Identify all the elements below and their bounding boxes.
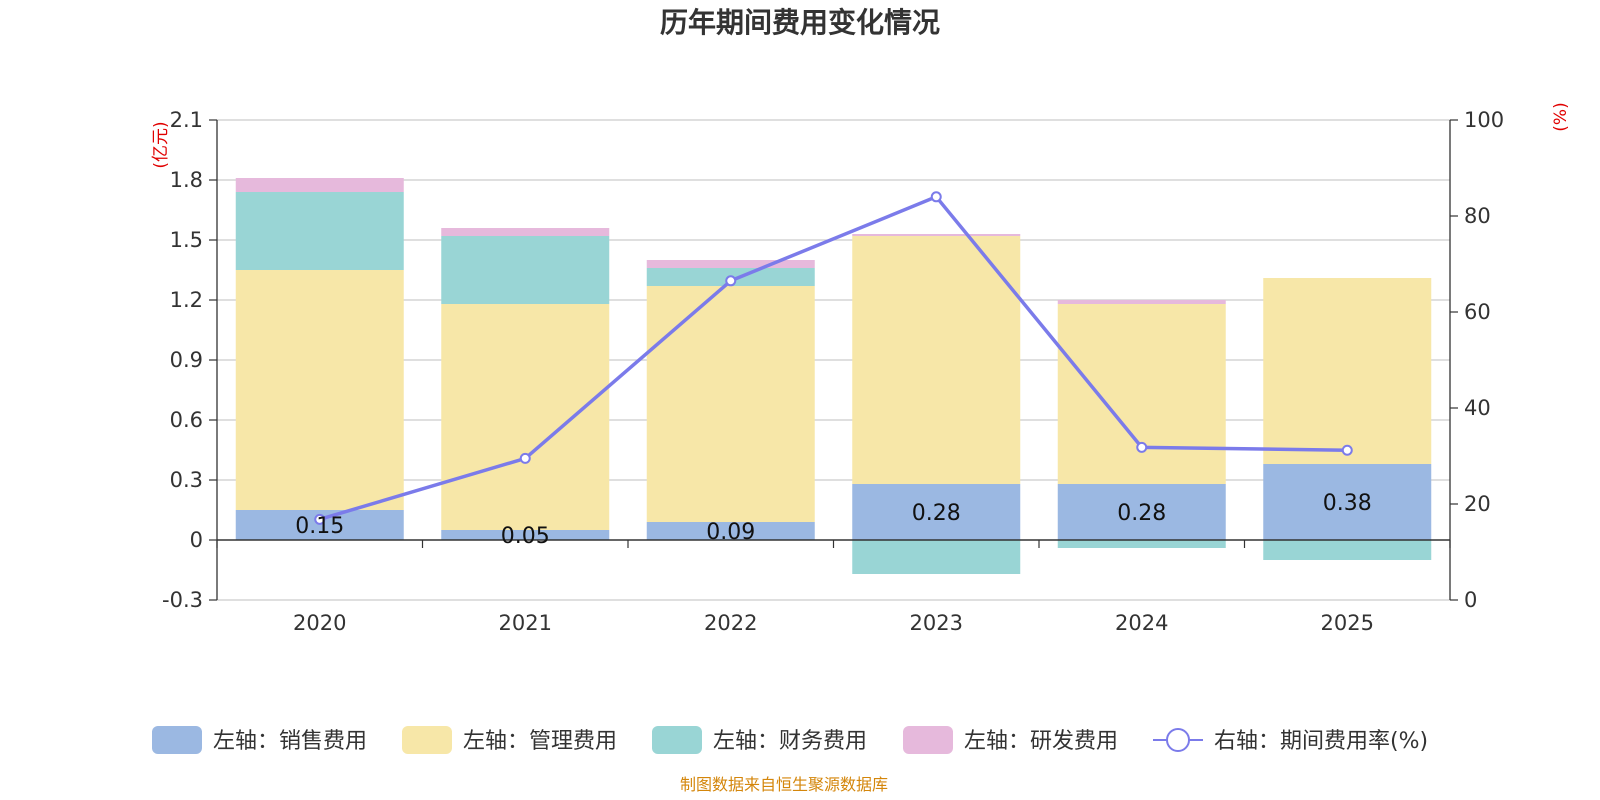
data-label: 0.28 (1117, 501, 1166, 526)
left-tick-label: 0.3 (170, 468, 203, 492)
left-tick-label: 0.9 (170, 348, 203, 372)
bar-左轴：研发费用-2020 (235, 178, 404, 192)
left-tick-label: 1.2 (170, 288, 203, 312)
expense-rate-point (725, 275, 737, 287)
expense-rate-line (319, 195, 1348, 522)
bar-左轴：财务费用-2025 (1263, 540, 1432, 560)
right-tick-label: 20 (1464, 492, 1491, 516)
bar-左轴：财务费用-2023 (852, 540, 1021, 574)
x-tick-label: 2022 (704, 611, 757, 635)
legend-swatch (402, 726, 452, 754)
chart-title: 历年期间费用变化情况 (660, 6, 940, 39)
legend: 左轴：销售费用 左轴：管理费用 左轴：财务费用 左轴：研发费用 右轴：期间费用率(%) (152, 726, 1428, 754)
right-tick-label: 60 (1464, 300, 1491, 324)
right-tick-label: 80 (1464, 204, 1491, 228)
bar-左轴：研发费用-2022 (646, 260, 815, 268)
legend-item[interactable]: 左轴：销售费用 (152, 726, 367, 754)
left-tick-label: 1.5 (170, 228, 203, 252)
data-label: 0.15 (295, 514, 344, 539)
legend-label: 左轴：研发费用 (964, 729, 1118, 754)
left-tick-label: 2.1 (170, 108, 203, 132)
x-tick-label: 2023 (910, 611, 963, 635)
bar-左轴：管理费用-2025 (1263, 278, 1432, 464)
legend-item[interactable]: 右轴：期间费用率(%) (1153, 728, 1428, 754)
x-tick-label: 2025 (1321, 611, 1374, 635)
legend-item[interactable]: 左轴：财务费用 (652, 726, 867, 754)
bar-左轴：研发费用-2023 (852, 234, 1021, 236)
bar-左轴：销售费用-2025 (1263, 464, 1432, 540)
bar-左轴：管理费用-2023 (852, 236, 1021, 484)
x-tick-label: 2020 (293, 611, 346, 635)
expense-rate-point (519, 452, 531, 464)
expense-rate-point (1341, 444, 1353, 456)
data-label: 0.38 (1323, 491, 1372, 516)
x-tick-label: 2021 (499, 611, 552, 635)
left-tick-label: 1.8 (170, 168, 203, 192)
legend-item[interactable]: 左轴：研发费用 (903, 726, 1118, 754)
legend-swatch (652, 726, 702, 754)
x-tick-label: 2024 (1115, 611, 1168, 635)
bar-左轴：财务费用-2021 (441, 236, 610, 304)
bar-左轴：销售费用-2024 (1057, 484, 1226, 540)
expense-rate-point (1136, 441, 1148, 453)
right-tick-label: 40 (1464, 396, 1491, 420)
legend-marker (1166, 728, 1190, 752)
bar-左轴：管理费用-2022 (646, 286, 815, 522)
line-layer (314, 191, 1353, 525)
right-axis-ticks: 100 80 60 40 20 0 (1450, 108, 1504, 612)
right-tick-label: 0 (1464, 588, 1477, 612)
left-tick-label: 0 (190, 528, 203, 552)
legend-label: 左轴：财务费用 (713, 729, 867, 754)
data-labels: 0.15 0.05 0.09 0.28 0.28 0.38 (295, 491, 1371, 549)
bar-左轴：销售费用-2021 (441, 530, 610, 540)
legend-swatch (152, 726, 202, 754)
bar-左轴：管理费用-2021 (441, 304, 610, 530)
bar-左轴：销售费用-2022 (646, 522, 815, 540)
bar-左轴：研发费用-2021 (441, 228, 610, 236)
bar-左轴：财务费用-2020 (235, 192, 404, 270)
data-label: 0.05 (501, 524, 550, 549)
right-tick-label: 100 (1464, 108, 1504, 132)
source-note: 制图数据来自恒生聚源数据库 (680, 775, 888, 794)
bar-layer (235, 178, 1432, 574)
left-tick-label: 0.6 (170, 408, 203, 432)
legend-swatch (903, 726, 953, 754)
left-axis-ticks: 2.1 1.8 1.5 1.2 0.9 0.6 0.3 0 -0.3 (162, 108, 217, 612)
bar-左轴：研发费用-2024 (1057, 300, 1226, 304)
legend-label: 右轴：期间费用率(%) (1214, 729, 1428, 754)
legend-label: 左轴：销售费用 (213, 729, 367, 754)
data-label: 0.28 (912, 501, 961, 526)
expense-rate-point (314, 513, 326, 525)
bar-左轴：财务费用-2024 (1057, 540, 1226, 548)
bar-左轴：销售费用-2023 (852, 484, 1021, 540)
x-axis-ticks: 2020 2021 2022 2023 2024 2025 (216, 540, 1451, 635)
bar-左轴：管理费用-2024 (1057, 304, 1226, 484)
expense-rate-point (930, 191, 942, 203)
right-axis-unit: (%) (1551, 102, 1571, 131)
left-axis-unit: (亿元) (151, 121, 171, 168)
data-label: 0.09 (706, 520, 755, 545)
legend-label: 左轴：管理费用 (463, 729, 617, 754)
left-tick-label: -0.3 (162, 588, 203, 612)
bar-左轴：管理费用-2020 (235, 270, 404, 510)
legend-item[interactable]: 左轴：管理费用 (402, 726, 617, 754)
